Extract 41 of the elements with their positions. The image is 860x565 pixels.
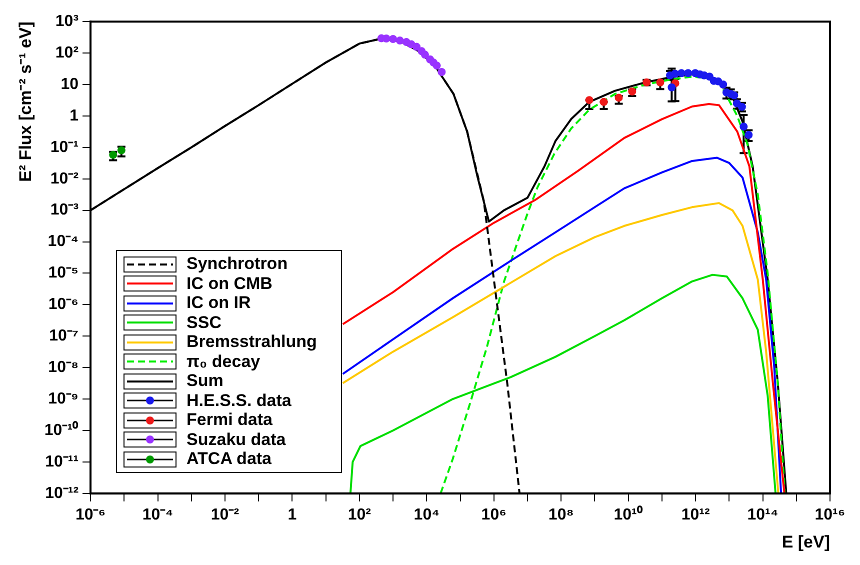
y-tick-label: 10⁻¹² (45, 484, 79, 502)
legend-label: ATCA data (186, 449, 272, 469)
x-tick-label: 10⁸ (548, 506, 574, 524)
y-tick-label: 10 (60, 76, 79, 93)
y-tick-label: 10⁻⁵ (48, 264, 79, 282)
x-tick-label: 10² (348, 506, 371, 524)
y-tick-label: 10² (55, 44, 79, 62)
x-tick-label: 10¹⁰ (614, 505, 643, 524)
legend-label: IC on IR (186, 293, 251, 313)
y-tick-label: 10⁻⁹ (48, 390, 79, 408)
legend-label: H.E.S.S. data (186, 390, 292, 410)
y-tick-label: 10⁻⁴ (48, 233, 79, 250)
y-tick-label: 10⁻⁸ (48, 358, 79, 376)
y-tick-label: 10⁻³ (50, 202, 79, 219)
legend-label: Fermi data (186, 410, 272, 430)
x-tick-label: 10⁻⁴ (142, 506, 174, 524)
legend-label: SSC (186, 312, 222, 332)
legend-label: π₀ decay (186, 352, 260, 372)
x-tick-label: 10⁻² (210, 506, 240, 524)
x-tick-label: 10¹⁴ (747, 506, 778, 524)
x-tick-label: 10⁻⁶ (75, 506, 106, 524)
legend-label: Synchrotron (186, 254, 288, 274)
y-tick-label: 1 (70, 107, 79, 124)
legend-label: Sum (186, 371, 224, 391)
y-tick-label: 10⁻¹⁰ (44, 420, 79, 439)
x-tick-label: 10⁶ (481, 506, 506, 524)
x-axis-title: E [eV] (782, 532, 830, 552)
legend-label: Bremsstrahlung (186, 332, 317, 352)
x-tick-label: 10⁴ (414, 506, 440, 524)
legend-label: IC on CMB (186, 274, 272, 294)
x-tick-label: 1 (288, 506, 297, 524)
x-tick-label: 10¹⁶ (814, 506, 846, 524)
y-tick-label: 10⁻¹¹ (45, 453, 79, 470)
y-tick-label: 10⁻² (50, 170, 79, 188)
y-tick-label: 10⁻¹ (50, 138, 79, 156)
y-tick-label: 10⁻⁶ (48, 296, 79, 314)
y-tick-label: 10⁻⁷ (49, 328, 79, 345)
y-axis-title: E² Flux [cm⁻² s⁻¹ eV] (16, 22, 35, 182)
legend-label: Suzaku data (186, 430, 286, 450)
x-tick-label: 10¹² (681, 506, 710, 524)
y-tick-label: 10³ (55, 13, 79, 30)
